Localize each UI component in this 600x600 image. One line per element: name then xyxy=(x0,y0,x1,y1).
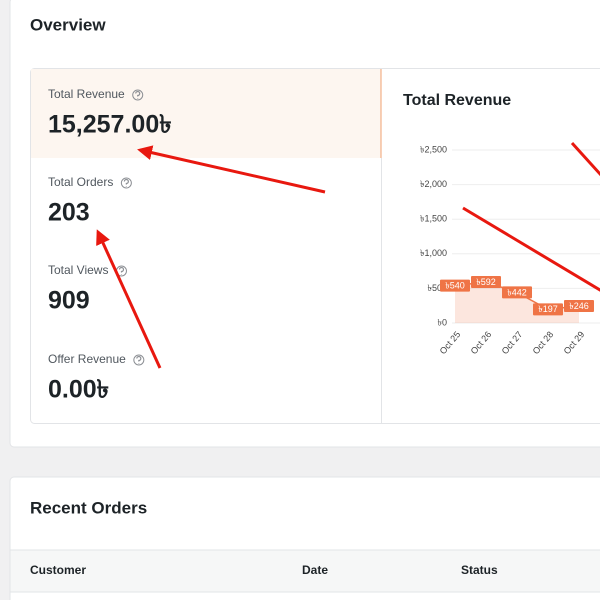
stat-label: Total Orders xyxy=(48,175,113,189)
help-icon-mark xyxy=(135,90,141,99)
data-label: ৳442 xyxy=(507,287,527,297)
stat-highlight xyxy=(31,69,381,158)
stats: Total Revenue 15,257.00৳ Total Orders 203 To… xyxy=(48,87,172,403)
annotation-arrow xyxy=(570,141,600,177)
column-header: Status xyxy=(461,563,498,577)
stat-value: 15,257.00৳ xyxy=(48,111,172,139)
help-icon xyxy=(120,177,132,189)
annotation-arrow xyxy=(462,206,600,292)
help-icon-mark xyxy=(123,178,129,187)
stat-label: Offer Revenue xyxy=(48,352,126,366)
stat-label: Total Revenue xyxy=(48,87,125,101)
data-label: ৳246 xyxy=(569,301,589,311)
orders-title: Recent Orders xyxy=(30,498,147,517)
y-tick-label: ৳500 xyxy=(428,283,448,293)
help-icon xyxy=(132,89,144,101)
column-header: Customer xyxy=(30,563,86,577)
data-label: ৳540 xyxy=(445,281,465,291)
y-tick-label: ৳2,000 xyxy=(420,179,447,189)
annotation-arrow xyxy=(96,229,162,369)
y-tick-label: ৳2,500 xyxy=(420,144,447,154)
overview-title: Overview xyxy=(30,15,106,34)
data-label: ৳197 xyxy=(538,304,558,314)
stat-value: 203 xyxy=(48,199,90,227)
column-header: Date xyxy=(302,563,328,577)
table-header xyxy=(9,549,600,593)
help-icon-mark xyxy=(118,266,125,275)
data-label-box xyxy=(440,279,470,292)
y-tick-label: ৳1,000 xyxy=(420,248,447,258)
annotation-arrow xyxy=(137,145,326,194)
help-icon-mark xyxy=(136,355,142,364)
data-label-box xyxy=(471,276,501,289)
data-label-box xyxy=(502,286,532,299)
stat-value: 0.00৳ xyxy=(48,376,109,404)
y-tick-label: ৳0 xyxy=(438,317,448,327)
data-label: ৳592 xyxy=(476,277,496,287)
help-icon xyxy=(133,354,145,366)
data-label-box xyxy=(564,299,594,312)
chart-title: Total Revenue xyxy=(403,92,511,109)
stat-value: 909 xyxy=(48,287,90,315)
y-tick-label: ৳1,500 xyxy=(420,214,447,224)
data-label-box xyxy=(533,303,563,316)
stat-label: Total Views xyxy=(48,263,108,277)
